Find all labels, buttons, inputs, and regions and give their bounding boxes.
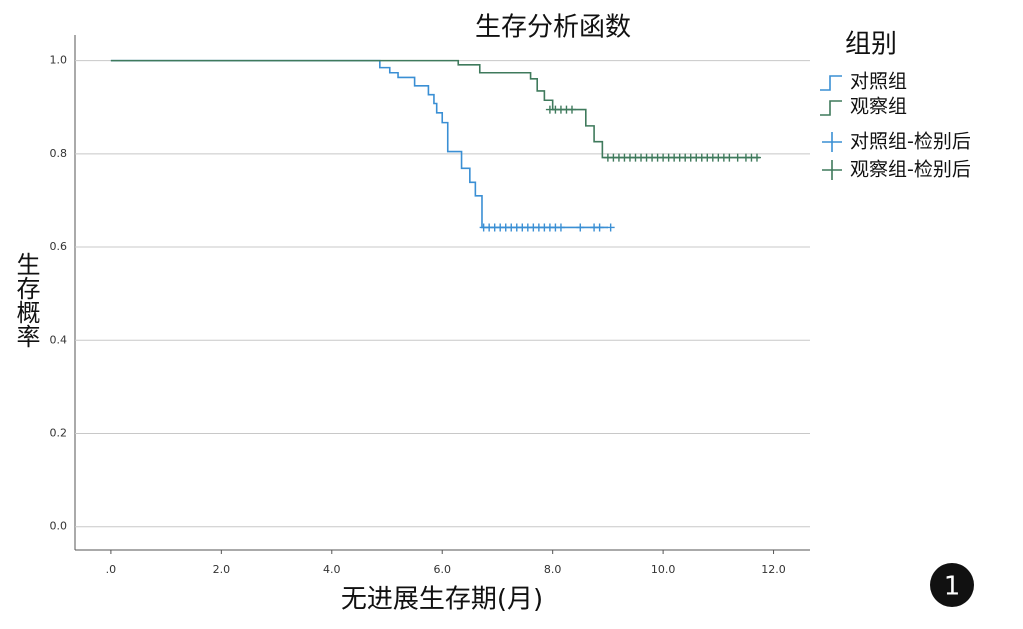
- y-tick-label: 0.6: [50, 240, 68, 253]
- censor-mark: [567, 105, 576, 114]
- chart-title: 生存分析函数: [475, 13, 631, 43]
- legend-label: 观察组-检别后: [850, 159, 971, 181]
- y-tick-label: 1.0: [50, 54, 68, 67]
- x-tick-label: 6.0: [433, 563, 451, 576]
- y-tick-label: 0.8: [50, 147, 68, 160]
- legend-swatch: [820, 75, 842, 91]
- annotation-badge: [930, 563, 974, 607]
- legend-label: 对照组: [850, 71, 907, 93]
- x-tick-label: 2.0: [213, 563, 231, 576]
- y-tick-label: 0.4: [50, 333, 68, 346]
- x-tick-label: 10.0: [651, 563, 676, 576]
- y-axis-label: 生存概率: [12, 252, 40, 348]
- y-tick-label: 0.2: [50, 426, 68, 439]
- censor-mark: [606, 223, 615, 232]
- censor-mark: [576, 223, 585, 232]
- legend-label: 观察组: [850, 96, 907, 118]
- censor-mark: [752, 153, 761, 162]
- x-tick-label: 4.0: [323, 563, 341, 576]
- x-tick-label: 12.0: [761, 563, 786, 576]
- censor-mark: [595, 223, 604, 232]
- legend-label: 对照组-检别后: [850, 131, 971, 153]
- survival-curve: [110, 59, 760, 159]
- legend-swatch: [822, 160, 842, 180]
- censor-mark: [725, 153, 734, 162]
- survival-curve: [110, 59, 608, 229]
- x-tick-label: .0: [106, 563, 117, 576]
- legend-swatch: [820, 100, 842, 116]
- x-axis-label: 无进展生存期(月): [341, 585, 543, 615]
- annotation: 1: [944, 572, 961, 602]
- legend-swatch: [822, 132, 842, 152]
- x-tick-label: 8.0: [544, 563, 562, 576]
- legend-title: 组别: [845, 30, 897, 60]
- censor-mark: [556, 223, 565, 232]
- censor-mark: [733, 153, 742, 162]
- y-tick-label: 0.0: [50, 520, 68, 533]
